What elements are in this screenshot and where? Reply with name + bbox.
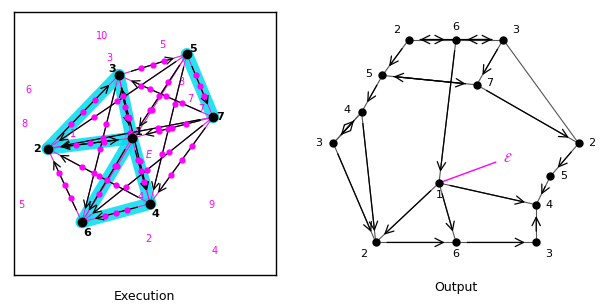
Text: 1: 1 bbox=[436, 190, 442, 200]
Text: 1: 1 bbox=[70, 129, 76, 139]
Text: 5: 5 bbox=[190, 44, 197, 54]
Text: 7: 7 bbox=[216, 112, 223, 122]
Text: $\mathcal{E}$: $\mathcal{E}$ bbox=[503, 152, 512, 165]
Text: 3: 3 bbox=[106, 53, 112, 63]
Text: 4: 4 bbox=[344, 105, 351, 115]
Text: 10: 10 bbox=[96, 31, 108, 41]
Text: 8: 8 bbox=[21, 119, 27, 129]
Text: 6: 6 bbox=[83, 228, 91, 238]
Text: 6: 6 bbox=[453, 249, 459, 259]
Text: 7: 7 bbox=[198, 104, 204, 114]
Text: 4: 4 bbox=[138, 192, 144, 202]
Text: Output: Output bbox=[434, 281, 478, 294]
Text: 1: 1 bbox=[134, 127, 142, 137]
Text: 6: 6 bbox=[453, 22, 459, 32]
Text: 7: 7 bbox=[486, 78, 493, 88]
Text: E: E bbox=[146, 150, 152, 160]
Text: 3: 3 bbox=[109, 64, 116, 74]
Text: 5: 5 bbox=[159, 40, 165, 50]
Text: 2: 2 bbox=[146, 234, 152, 244]
Text: 4: 4 bbox=[151, 209, 159, 219]
Text: 4: 4 bbox=[546, 200, 553, 210]
Text: 2: 2 bbox=[588, 138, 595, 148]
Text: 3: 3 bbox=[315, 138, 323, 148]
Text: 3: 3 bbox=[512, 25, 519, 35]
Text: 5: 5 bbox=[365, 69, 371, 78]
Text: Execution: Execution bbox=[114, 290, 176, 303]
Text: 4: 4 bbox=[211, 246, 217, 256]
Text: 6: 6 bbox=[25, 84, 31, 95]
Text: 2: 2 bbox=[393, 25, 400, 35]
Text: 5: 5 bbox=[18, 200, 25, 210]
Text: 7: 7 bbox=[188, 94, 194, 104]
Text: 3: 3 bbox=[545, 249, 552, 259]
Text: 9: 9 bbox=[209, 200, 215, 210]
Text: 5: 5 bbox=[560, 171, 567, 181]
Text: 2: 2 bbox=[34, 144, 41, 154]
Text: 2: 2 bbox=[360, 249, 367, 259]
Text: 3: 3 bbox=[179, 77, 185, 87]
